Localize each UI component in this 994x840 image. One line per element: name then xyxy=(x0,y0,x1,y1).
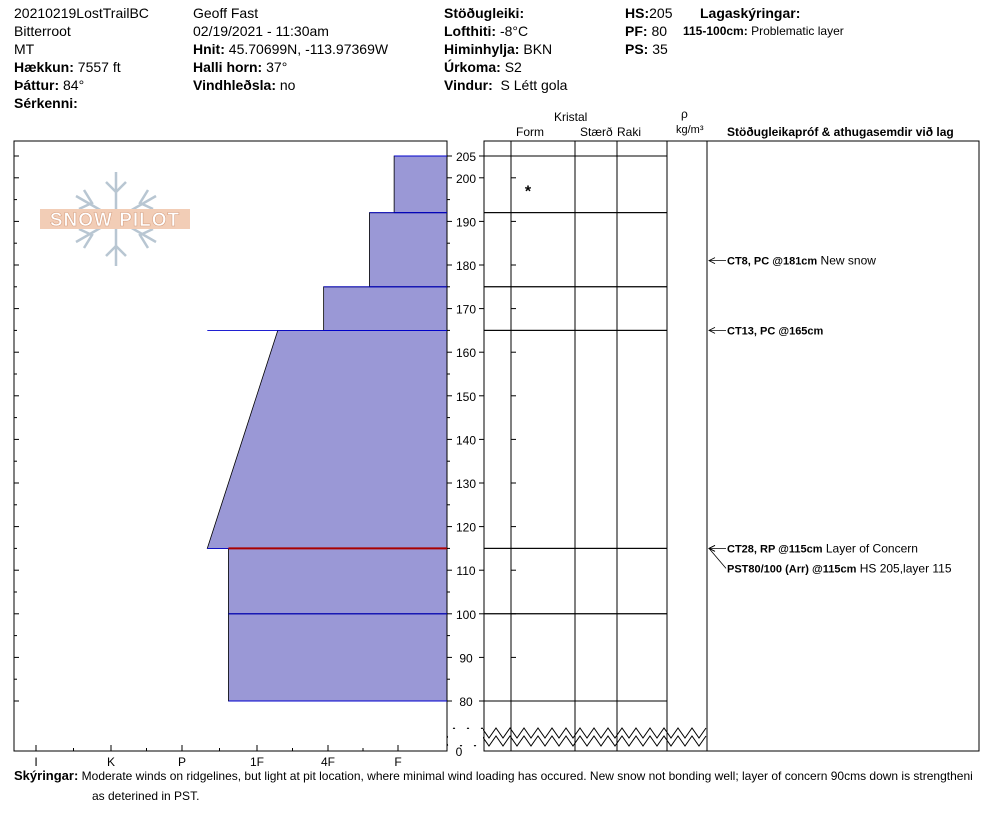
foot-penetration: PF: 80 xyxy=(625,23,668,39)
logo-text: SNOW PILOT xyxy=(50,210,180,231)
x-tick-label: P xyxy=(178,755,186,769)
x-tick-label: 4F xyxy=(321,755,335,769)
form-symbol: * xyxy=(525,184,532,201)
y-tick-label: 130 xyxy=(456,477,476,491)
crystal-frame xyxy=(483,140,708,752)
y-tick-label: 170 xyxy=(456,303,476,317)
x-tick-label: K xyxy=(107,755,115,769)
datetime: 02/19/2021 - 11:30am xyxy=(193,23,329,39)
y-tick-label: 180 xyxy=(456,259,476,273)
hardness-frame xyxy=(13,140,448,752)
wind-loading: Vindhleðsla: no xyxy=(193,77,296,93)
y-tick-label: 140 xyxy=(456,433,476,447)
layer-note: 115-100cm: Problematic layer xyxy=(683,24,844,38)
comments-text-2: as deterined in PST. xyxy=(92,789,200,803)
x-tick-label: F xyxy=(394,755,401,769)
hardness-layer xyxy=(206,329,448,549)
y-tick-label: 110 xyxy=(456,564,475,578)
hardness-layer xyxy=(369,212,448,288)
test-comment: HS 205,layer 115 xyxy=(856,561,951,575)
precipitation: Úrkoma: S2 xyxy=(444,59,522,75)
test-result: CT13, PC @165cm xyxy=(727,325,824,337)
tests-header: Stöðugleikapróf & athugasemdir við lag xyxy=(727,125,954,139)
axis-break-mask xyxy=(448,729,483,745)
comments-section: Skýringar: Moderate winds on ridgelines,… xyxy=(14,766,994,806)
slope-angle: Halli horn: 37° xyxy=(193,59,288,75)
density-symbol: ρ xyxy=(681,107,688,121)
layer-notes-title: Lagaskýringar: xyxy=(700,5,801,21)
test-comment: New snow xyxy=(817,254,876,268)
y-bottom-label: 0 xyxy=(456,745,463,759)
y-tick-label: 90 xyxy=(459,651,473,665)
wind: Vindur: S Létt gola xyxy=(444,77,568,93)
aspect: Þáttur: 84° xyxy=(14,77,85,93)
form-header: Form xyxy=(516,125,544,139)
snow-height: HS:205 xyxy=(625,5,673,21)
features-label: Sérkenni: xyxy=(14,95,78,111)
test-arrow xyxy=(708,257,716,264)
y-tick-label: 80 xyxy=(459,695,473,709)
y-tick-label: 200 xyxy=(456,172,476,186)
stability-label: Stöðugleiki: xyxy=(444,5,525,21)
y-tick-label: 150 xyxy=(456,390,476,404)
test-result: PST80/100 (Arr) @115cm HS 205,layer 115 xyxy=(727,561,952,575)
axis-break xyxy=(446,727,707,739)
test-arrow xyxy=(708,545,716,552)
hardness-layer xyxy=(393,155,448,214)
pit-name: 20210219LostTrailBC xyxy=(14,5,149,21)
range-name: Bitterroot xyxy=(14,23,71,39)
sky-cover: Himinhylja: BKN xyxy=(444,41,553,57)
test-code: CT8, PC @181cm xyxy=(727,256,817,268)
state-name: MT xyxy=(14,41,35,57)
test-result: CT8, PC @181cm New snow xyxy=(727,254,876,268)
comments-text: Moderate winds on ridgelines, but light … xyxy=(81,769,973,783)
comments-label: Skýringar: xyxy=(14,768,79,783)
test-result: CT28, RP @115cm Layer of Concern xyxy=(727,541,918,555)
moisture-header: Raki xyxy=(617,125,642,139)
test-code: CT13, PC @165cm xyxy=(727,325,824,337)
test-comment: Layer of Concern xyxy=(823,541,918,555)
x-tick-label: 1F xyxy=(250,755,264,769)
logo-band xyxy=(40,209,190,229)
y-tick-label: 190 xyxy=(456,215,476,229)
test-code: CT28, RP @115cm xyxy=(727,543,823,555)
snow-pilot-logo: SNOW PILOT xyxy=(40,172,190,266)
y-tick-label: 120 xyxy=(456,521,476,535)
size-header: Stærð xyxy=(580,125,613,139)
elevation: Hækkun: 7557 ft xyxy=(14,59,121,75)
air-temperature: Lofthiti: -8°C xyxy=(444,23,529,39)
y-tick-label: 205 xyxy=(456,150,476,164)
hardness-layer xyxy=(228,613,448,702)
y-tick-label: 160 xyxy=(456,346,476,360)
x-tick-label: I xyxy=(34,755,37,769)
hardness-layer xyxy=(228,548,448,615)
tests-frame xyxy=(706,140,980,752)
observer: Geoff Fast xyxy=(193,5,259,21)
ski-penetration: PS: 35 xyxy=(625,41,668,57)
test-arrow xyxy=(708,327,716,334)
crystal-header: Kristal xyxy=(554,110,588,124)
density-unit: kg/m³ xyxy=(676,124,704,136)
coordinates: Hnit: 45.70699N, -113.97369W xyxy=(193,41,389,57)
test-leader xyxy=(708,548,727,569)
axis-break xyxy=(446,735,707,747)
test-code: PST80/100 (Arr) @115cm xyxy=(727,563,857,575)
hardness-layer xyxy=(323,286,448,331)
y-tick-label: 100 xyxy=(456,608,476,622)
